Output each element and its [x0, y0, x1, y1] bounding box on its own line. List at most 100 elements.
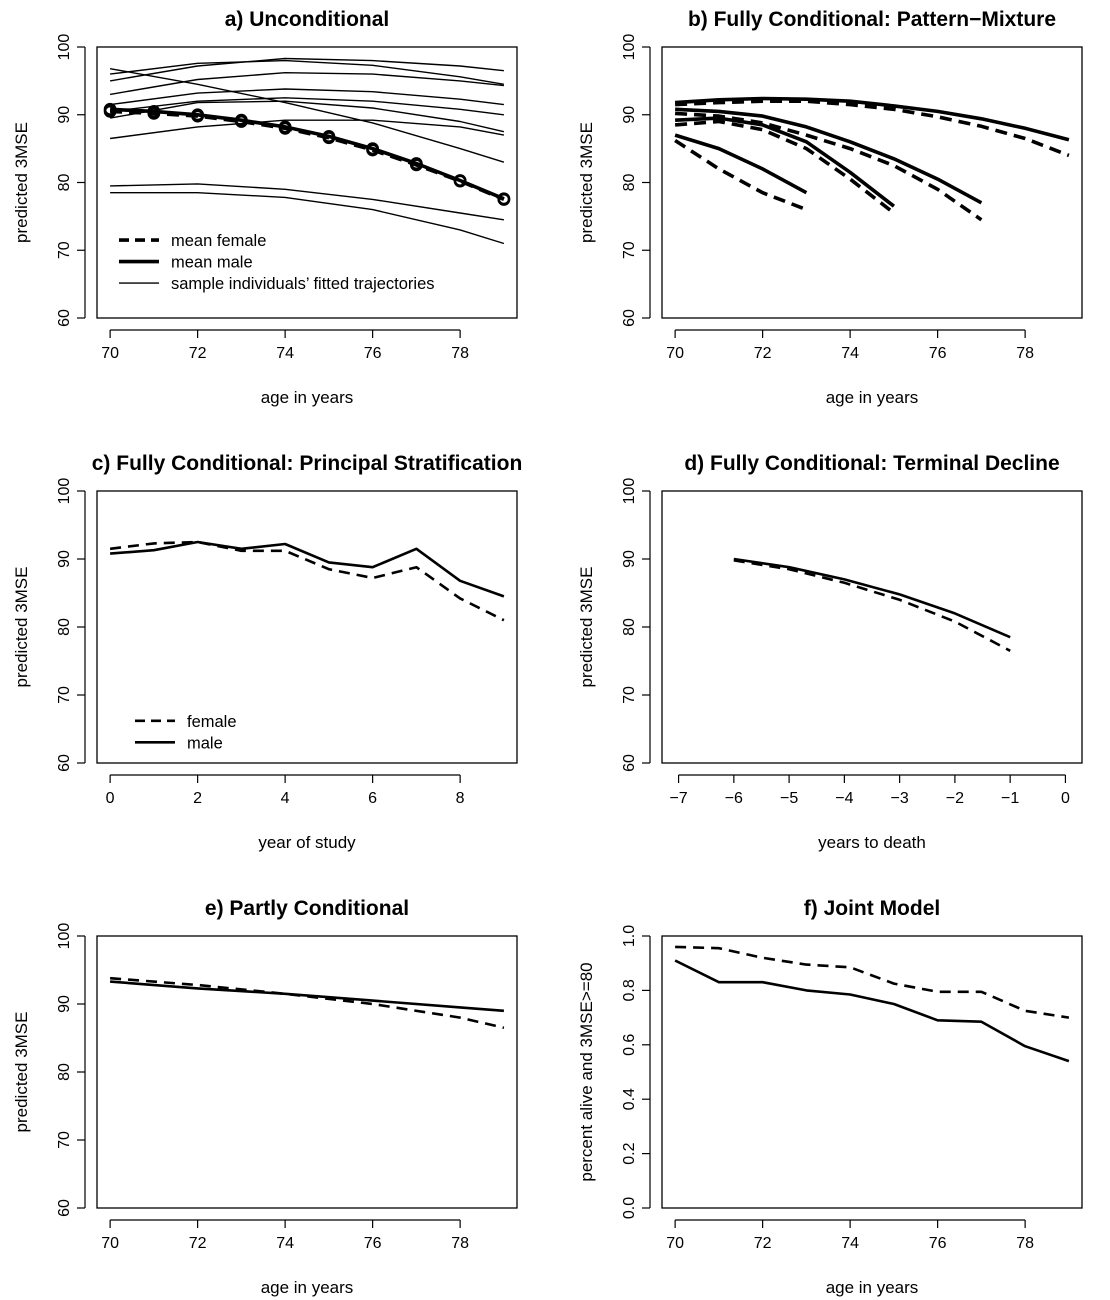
y-tick-label: 80: [56, 174, 73, 192]
series-line-12: [109, 100, 505, 133]
chart-title: d) Fully Conditional: Terminal Decline: [684, 452, 1059, 475]
series-line-1: [110, 109, 505, 202]
y-tick-label: 70: [56, 686, 73, 704]
panel-5: e) Partly Conditional 70 72 74 76 78 age in ye…: [12, 897, 518, 1297]
y-tick-label: 0.6: [621, 1034, 638, 1056]
series-line-6: [674, 119, 896, 215]
data-point: [234, 113, 248, 127]
series-line-4: [674, 111, 983, 222]
x-tick-label: 72: [189, 345, 207, 362]
series-line-11: [110, 191, 505, 245]
y-axis-label: percent alive and 3MSE>=80: [577, 962, 596, 1181]
data-point: [497, 192, 511, 206]
x-tick-label: 70: [666, 345, 684, 362]
data-point: [191, 108, 205, 122]
x-axis-label: year of study: [258, 833, 356, 852]
series-line-7: [674, 133, 808, 195]
series-line-2: [109, 540, 505, 598]
x-tick-label: 4: [281, 790, 290, 807]
data-point: [453, 174, 467, 187]
y-tick-label: 0.0: [621, 1197, 638, 1219]
y-axis-label: predicted 3MSE: [12, 122, 31, 243]
series-line-3: [109, 57, 504, 82]
series-line-8: [110, 88, 504, 106]
series-line-8: [674, 138, 808, 212]
x-axis-label: years to death: [818, 833, 926, 852]
x-tick-label: 72: [754, 1235, 772, 1252]
y-tick-label: 60: [621, 754, 638, 772]
x-tick-label: 74: [841, 1235, 859, 1252]
x-tick-label: 72: [189, 1235, 207, 1252]
plot-frame: [96, 935, 518, 1209]
legend-label: mean female: [171, 232, 266, 250]
x-tick-label: 76: [929, 345, 947, 362]
y-tick-label: 60: [56, 1199, 73, 1217]
x-tick-label: −7: [669, 790, 687, 807]
x-tick-label: −3: [891, 790, 909, 807]
x-axis-label: age in years: [261, 1278, 354, 1297]
series-line-9: [110, 119, 505, 140]
data-point: [366, 142, 380, 156]
y-tick-label: 70: [56, 241, 73, 259]
x-tick-label: 0: [1061, 790, 1070, 807]
series-line-1: [109, 540, 505, 622]
x-tick-label: −2: [946, 790, 964, 807]
series-line-5: [110, 59, 505, 85]
y-tick-label: 100: [56, 478, 73, 505]
y-tick-label: 80: [56, 1063, 73, 1081]
x-tick-label: 6: [368, 790, 377, 807]
x-axis-label: age in years: [261, 388, 354, 407]
y-tick-label: 90: [56, 550, 73, 568]
x-tick-label: 76: [364, 1235, 382, 1252]
chart-title: f) Joint Model: [804, 897, 940, 920]
y-tick-label: 90: [56, 995, 73, 1013]
y-tick-label: 70: [621, 241, 638, 259]
y-tick-label: 100: [621, 478, 638, 505]
chart-title: c) Fully Conditional: Principal Stratifi…: [92, 452, 523, 475]
x-tick-label: 74: [841, 345, 859, 362]
series-line-2: [675, 99, 1070, 158]
series-line-1: [674, 96, 1070, 142]
y-tick-label: 70: [621, 686, 638, 704]
series-line-2: [733, 559, 1011, 652]
x-tick-label: 74: [276, 345, 294, 362]
x-tick-label: 78: [451, 1235, 469, 1252]
y-tick-label: 100: [56, 34, 73, 61]
y-tick-label: 90: [621, 550, 638, 568]
series-line-1: [109, 980, 505, 1013]
x-tick-label: 78: [451, 345, 469, 362]
plot-frame: [96, 490, 518, 764]
y-tick-label: 80: [621, 618, 638, 636]
legend-label: male: [187, 734, 223, 752]
panel-4: d) Fully Conditional: Terminal Decline −7…: [577, 452, 1083, 852]
data-point: [322, 130, 336, 143]
series-line-1: [733, 557, 1011, 639]
y-axis-label: predicted 3MSE: [12, 1012, 31, 1133]
x-tick-label: −1: [1001, 790, 1019, 807]
x-tick-label: 70: [101, 1235, 119, 1252]
legend-label: mean male: [171, 254, 253, 272]
series-line-4: [109, 71, 504, 96]
legend-label: sample individuals’ fitted trajectories: [171, 275, 435, 293]
y-tick-label: 60: [56, 309, 73, 327]
x-tick-label: 70: [101, 345, 119, 362]
series-line-7: [110, 97, 504, 116]
plot-frame: [661, 490, 1083, 764]
series-line-2: [110, 107, 505, 201]
y-axis-label: predicted 3MSE: [577, 567, 596, 688]
x-axis-label: age in years: [826, 388, 919, 407]
y-tick-label: 0.4: [621, 1088, 638, 1110]
series-line-10: [110, 183, 505, 221]
x-tick-label: −6: [725, 790, 743, 807]
series-line-3: [675, 107, 983, 205]
y-tick-label: 60: [56, 754, 73, 772]
x-tick-label: 76: [929, 1235, 947, 1252]
y-tick-label: 90: [621, 106, 638, 124]
x-tick-label: 72: [754, 345, 772, 362]
y-tick-label: 1.0: [621, 925, 638, 947]
x-tick-label: −4: [835, 790, 853, 807]
y-tick-label: 100: [621, 34, 638, 61]
chart-title: e) Partly Conditional: [205, 897, 409, 920]
series-line-2: [109, 976, 505, 1030]
